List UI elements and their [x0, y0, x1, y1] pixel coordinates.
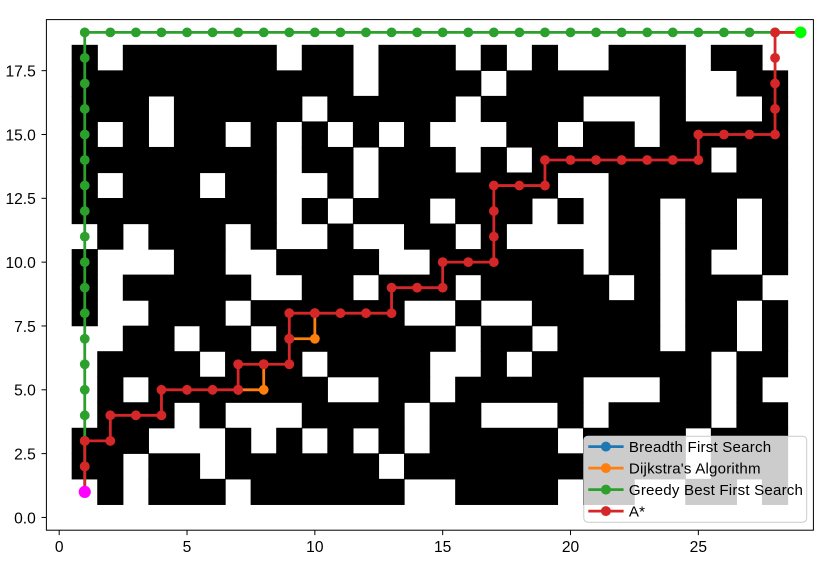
svg-text:17.5: 17.5	[5, 64, 36, 81]
svg-text:10.0: 10.0	[5, 255, 36, 272]
svg-text:0.0: 0.0	[14, 510, 36, 527]
svg-text:Breadth First Search: Breadth First Search	[629, 439, 771, 456]
svg-text:12.5: 12.5	[5, 191, 36, 208]
svg-text:5.0: 5.0	[14, 383, 36, 400]
svg-text:0: 0	[55, 539, 64, 556]
svg-text:A*: A*	[629, 504, 645, 521]
svg-text:25: 25	[690, 539, 708, 556]
svg-text:20: 20	[562, 539, 580, 556]
svg-text:7.5: 7.5	[14, 319, 36, 336]
svg-text:15: 15	[434, 539, 452, 556]
svg-text:2.5: 2.5	[14, 447, 36, 464]
svg-text:Dijkstra's Algorithm: Dijkstra's Algorithm	[629, 461, 761, 478]
svg-text:15.0: 15.0	[5, 127, 36, 144]
svg-text:Greedy Best First Search: Greedy Best First Search	[629, 482, 803, 499]
svg-text:5: 5	[183, 539, 192, 556]
svg-text:10: 10	[306, 539, 324, 556]
